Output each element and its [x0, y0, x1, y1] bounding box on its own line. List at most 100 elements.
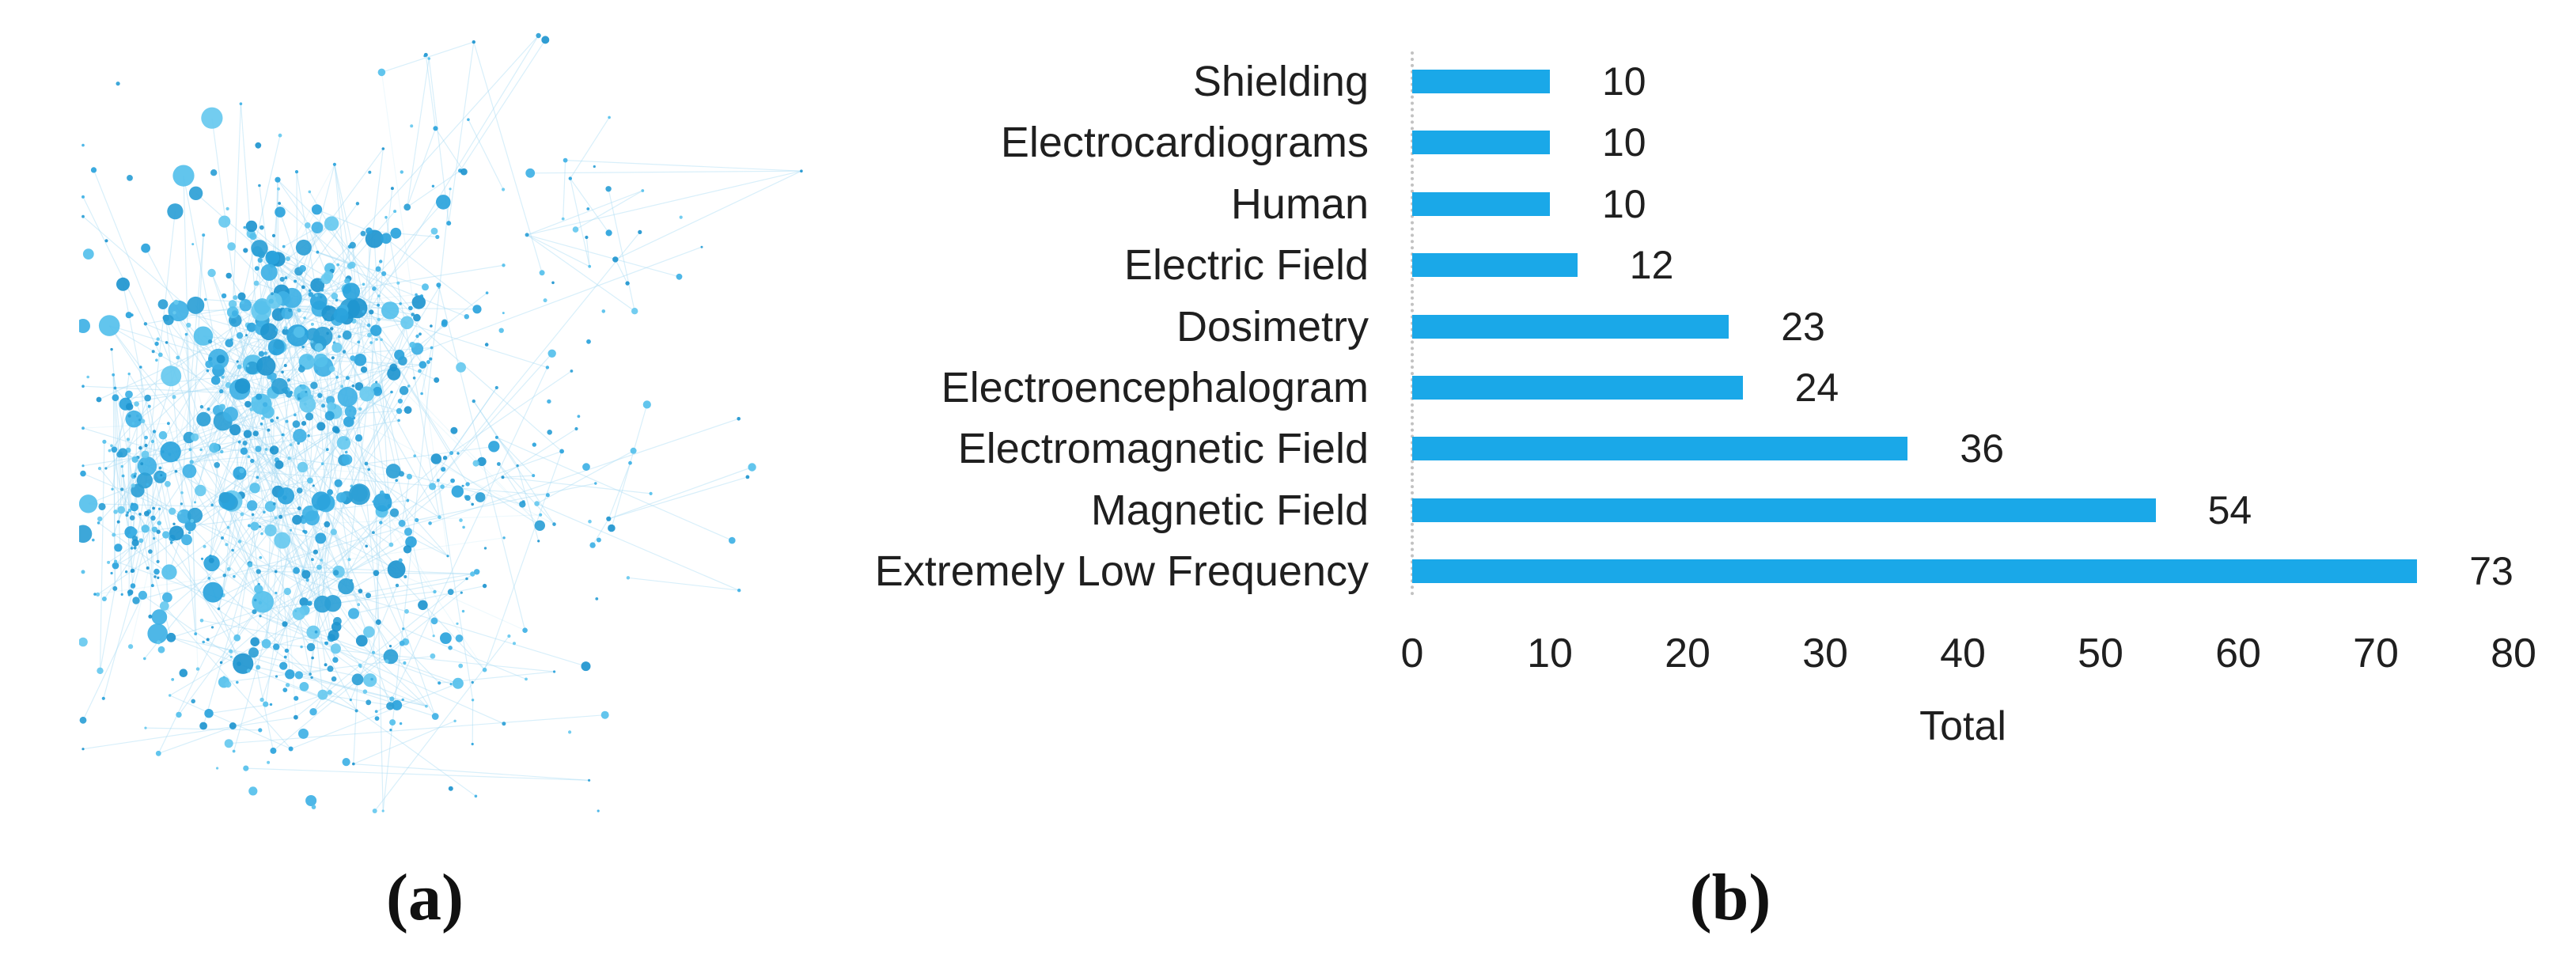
network-node [403, 661, 407, 665]
network-node [281, 370, 284, 374]
network-node [255, 142, 262, 149]
network-node [415, 293, 418, 297]
network-node [282, 244, 286, 248]
network-node [248, 563, 253, 568]
network-node [267, 374, 272, 380]
network-edge [608, 188, 635, 312]
network-node [334, 427, 340, 434]
network-node [256, 393, 263, 400]
network-node [313, 353, 328, 368]
network-node [134, 472, 137, 475]
network-node [206, 369, 210, 373]
network-node [93, 593, 97, 596]
x-axis-tick: 40 [1940, 631, 1986, 676]
network-node [254, 298, 271, 315]
network-edge [165, 317, 261, 603]
network-node [399, 385, 409, 396]
network-node [130, 568, 135, 573]
network-node [447, 589, 454, 596]
network-node [362, 689, 368, 694]
network-node [236, 680, 239, 684]
network-edge [113, 500, 408, 536]
network-edge [353, 679, 358, 764]
network-edge [221, 512, 395, 663]
network-node [216, 354, 225, 364]
network-node [277, 187, 280, 191]
network-edge [136, 403, 153, 442]
network-node [250, 637, 259, 646]
network-node [270, 747, 277, 754]
network-edge [611, 404, 648, 528]
network-node [586, 339, 591, 344]
network-node [288, 746, 294, 752]
network-node [252, 430, 259, 437]
network-node [370, 324, 382, 336]
network-node [90, 167, 97, 173]
network-node [129, 515, 135, 521]
network-node [539, 270, 545, 276]
network-edge [286, 591, 297, 718]
network-edge [462, 450, 563, 487]
network-node [182, 464, 197, 479]
network-node [98, 315, 120, 336]
network-node [307, 600, 313, 606]
network-node [501, 475, 505, 479]
network-node [455, 635, 464, 642]
network-node [456, 362, 466, 373]
network-node [157, 576, 160, 580]
network-node [301, 285, 305, 290]
network-node [168, 300, 189, 322]
network-edge [191, 456, 249, 463]
network-edge [249, 563, 586, 667]
network-edge [369, 230, 438, 238]
network-node [458, 663, 464, 669]
network-node [354, 382, 364, 391]
network-edge [353, 720, 456, 765]
network-node [377, 317, 381, 321]
network-node [465, 482, 470, 487]
network-node [626, 576, 631, 580]
network-node [110, 347, 113, 351]
network-edge [207, 541, 411, 640]
network-node [369, 309, 374, 315]
network-node [367, 332, 372, 338]
network-node [111, 446, 118, 453]
network-edge [329, 409, 408, 417]
network-node [588, 778, 591, 782]
network-node [525, 233, 529, 237]
network-node [233, 660, 237, 664]
network-node [366, 699, 372, 706]
network-node [222, 574, 227, 578]
network-node [259, 697, 264, 703]
network-edge [608, 466, 752, 520]
network-node [502, 312, 505, 315]
network-node [112, 373, 116, 377]
network-edge [615, 259, 628, 284]
network-node [125, 312, 132, 319]
network-edge [401, 387, 498, 524]
network-node [81, 195, 85, 199]
network-edge [233, 373, 395, 578]
network-node [502, 536, 506, 540]
network-node [172, 395, 176, 400]
network-edge [169, 695, 291, 750]
network-node [305, 412, 314, 421]
network-node [259, 422, 263, 426]
x-axis-title: Total [1919, 703, 2006, 749]
network-node [271, 233, 276, 237]
network-edge [381, 72, 449, 556]
network-node [494, 435, 498, 439]
network-node [157, 352, 163, 358]
network-node [427, 57, 430, 60]
network-node [194, 501, 196, 504]
network-node [377, 294, 381, 297]
network-node [502, 188, 506, 191]
network-node [729, 536, 736, 544]
network-node [388, 542, 394, 547]
bar-value-label: 10 [1602, 59, 1646, 104]
network-node [307, 434, 310, 438]
network-node [278, 202, 281, 205]
network-node [259, 555, 263, 559]
network-node [132, 597, 140, 604]
network-node [381, 809, 385, 813]
